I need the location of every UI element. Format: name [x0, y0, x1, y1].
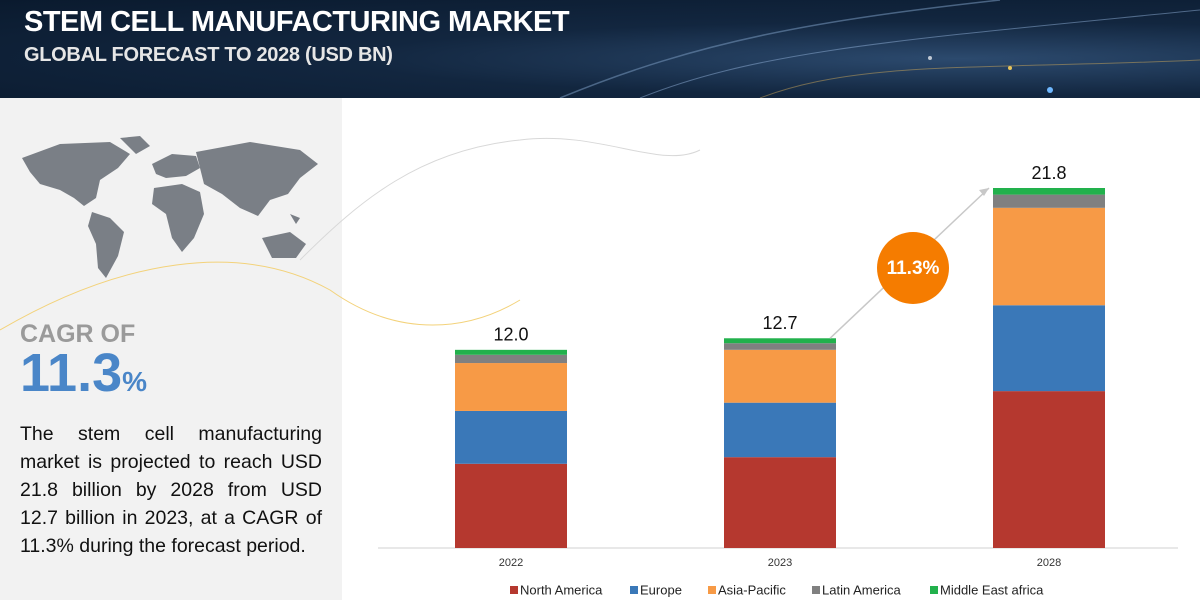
bar-segment	[993, 305, 1105, 392]
summary-panel: CAGR OF 11.3% The stem cell manufacturin…	[0, 98, 342, 600]
bar-segment	[993, 391, 1105, 548]
legend-swatch	[708, 586, 716, 594]
cagr-badge	[877, 232, 949, 304]
bar-segment	[724, 349, 836, 403]
total-label: 12.7	[762, 313, 797, 333]
cagr-label: CAGR OF	[20, 320, 136, 348]
total-label: 21.8	[1031, 163, 1066, 183]
decor-curve	[0, 261, 521, 331]
header: STEM CELL MANUFACTURING MARKET GLOBAL FO…	[0, 0, 1200, 98]
legend-label: Middle East africa	[940, 582, 1044, 597]
legend-swatch	[510, 586, 518, 594]
bar-segment	[455, 349, 567, 355]
title: STEM CELL MANUFACTURING MARKET	[24, 6, 570, 38]
bar-segment	[455, 363, 567, 411]
cagr-unit: %	[122, 366, 148, 397]
legend-label: Europe	[640, 582, 682, 597]
bar-segment	[455, 463, 567, 548]
header-decoration	[559, 0, 1200, 98]
bar-segment	[455, 410, 567, 464]
bar-segment	[993, 188, 1105, 195]
legend-swatch	[812, 586, 820, 594]
world-map	[22, 136, 318, 278]
x-tick-label: 2023	[768, 557, 792, 569]
bar-segment	[724, 343, 836, 350]
description: The stem cell manufacturing market is pr…	[20, 423, 322, 557]
x-tick-label: 2022	[499, 557, 523, 569]
legend-label: Latin America	[822, 582, 902, 597]
subtitle: GLOBAL FORECAST TO 2028 (USD BN)	[24, 44, 393, 66]
bar-segment	[993, 207, 1105, 306]
total-label: 12.0	[493, 325, 528, 345]
bar-segment	[724, 402, 836, 458]
bar-segment	[993, 194, 1105, 208]
decor-curve	[299, 137, 701, 261]
legend-label: Asia-Pacific	[718, 582, 786, 597]
bar-segment	[724, 457, 836, 548]
legend-swatch	[930, 586, 938, 594]
cagr-arrow-head	[979, 188, 989, 196]
cagr: 11.3%	[20, 342, 147, 404]
cagr-value: 11.3	[20, 343, 123, 403]
bar-segment	[455, 354, 567, 364]
legend-swatch	[630, 586, 638, 594]
cagr-badge-label: 11.3%	[887, 258, 940, 279]
x-tick-label: 2028	[1037, 557, 1061, 569]
bar-segment	[724, 338, 836, 344]
legend-label: North America	[520, 582, 603, 597]
